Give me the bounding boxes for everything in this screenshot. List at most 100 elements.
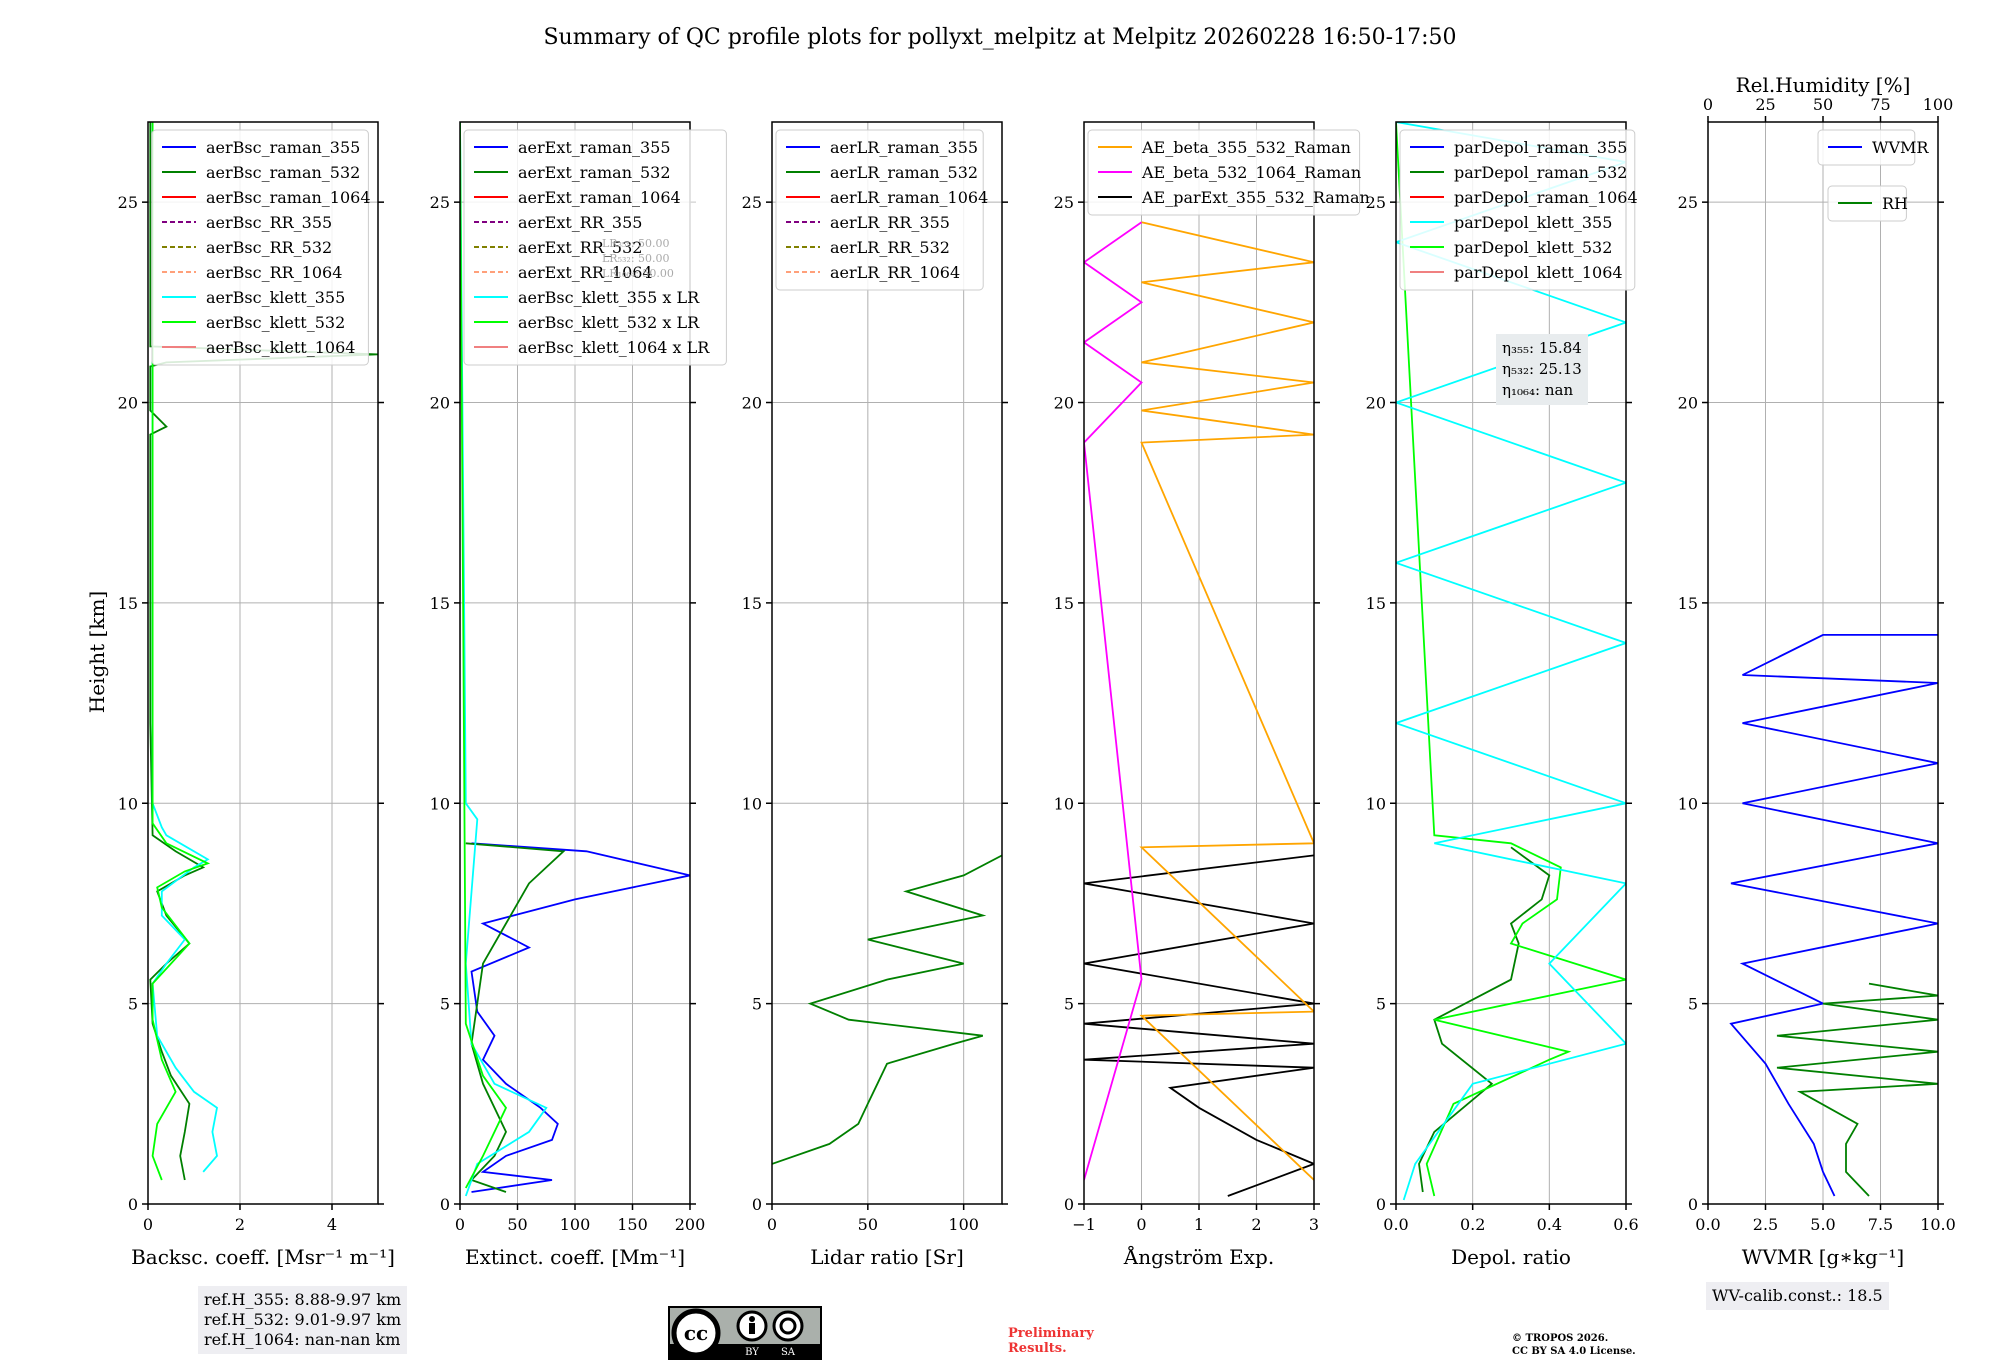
x-tick-label: 0.0 bbox=[1695, 1215, 1720, 1234]
legend-entry: parDepol_klett_532 bbox=[1454, 238, 1612, 257]
preliminary-results-note: Preliminary Results. bbox=[1008, 1326, 1094, 1356]
y-tick-label: 5 bbox=[1688, 995, 1698, 1014]
legend-entry: parDepol_klett_355 bbox=[1454, 213, 1612, 232]
legend-box bbox=[1399, 129, 1636, 291]
x-tick-label: 0.0 bbox=[1383, 1215, 1408, 1234]
x-tick-label: 150 bbox=[617, 1215, 648, 1234]
prelim-line-2: Results. bbox=[1008, 1341, 1067, 1356]
x-axis-label: Backsc. coeff. [Msr⁻¹ m⁻¹] bbox=[131, 1245, 395, 1269]
figure-title: Summary of QC profile plots for pollyxt_… bbox=[543, 25, 1456, 50]
x-tick-label: 0.4 bbox=[1537, 1215, 1562, 1234]
legend-entry: AE_beta_532_1064_Raman bbox=[1141, 163, 1361, 182]
sa-icon bbox=[772, 1310, 804, 1342]
sa-label: SA bbox=[781, 1347, 796, 1358]
series-aerbsc-klett-532-x-lr bbox=[460, 122, 508, 1189]
panel-3: 0 50 100 0 5 10 15 20 25 Lidar ratio [Sr] aerLR_ra… bbox=[742, 121, 1008, 1269]
cc-badge-graphic: cc BY SA bbox=[670, 1308, 820, 1358]
x-tick-label: 2.5 bbox=[1753, 1215, 1778, 1234]
series-aerbsc-klett-355 bbox=[151, 122, 218, 1173]
axes-frame bbox=[1395, 121, 1627, 1205]
y-tick-label: 0 bbox=[752, 1195, 762, 1214]
legend-entry: aerLR_raman_532 bbox=[830, 163, 978, 182]
panel-1: 0 2 4 0 5 10 15 20 25 Backsc. coeff. [Msr⁻¹ m⁻¹] a… bbox=[118, 121, 395, 1269]
legend-entry: parDepol_raman_355 bbox=[1454, 138, 1627, 157]
legend-entry: aerExt_raman_355 bbox=[518, 138, 671, 157]
y-tick-label: 20 bbox=[1054, 394, 1074, 413]
legend-entry: aerBsc_klett_532 x LR bbox=[518, 313, 700, 332]
y-tick-label: 20 bbox=[118, 394, 138, 413]
x-tick-label: 1 bbox=[1194, 1215, 1204, 1234]
prelim-line-1: Preliminary bbox=[1008, 1326, 1094, 1341]
x-tick-label: 0.2 bbox=[1460, 1215, 1485, 1234]
top-tick-label: 25 bbox=[1755, 95, 1775, 114]
x-tick-label: 100 bbox=[560, 1215, 591, 1234]
axes-frame bbox=[459, 121, 691, 1205]
copyright-note: © TROPOS 2026. CC BY SA 4.0 License. bbox=[1512, 1332, 1636, 1358]
legend-entry: aerBsc_RR_532 bbox=[206, 238, 332, 257]
y-tick-label: 0 bbox=[128, 1195, 138, 1214]
y-tick-label: 15 bbox=[1054, 594, 1074, 613]
series-aerbsc-klett-355-x-lr bbox=[460, 122, 548, 1197]
y-tick-label: 10 bbox=[430, 794, 450, 813]
top-tick-label: 100 bbox=[1923, 95, 1954, 114]
x-tick-label: 50 bbox=[507, 1215, 527, 1234]
legend-entry: aerExt_raman_532 bbox=[518, 163, 671, 182]
legend-entry: aerBsc_raman_355 bbox=[206, 138, 360, 157]
y-tick-label: 25 bbox=[1678, 193, 1698, 212]
legend-entry: parDepol_klett_1064 bbox=[1454, 263, 1623, 282]
legend-entry: aerBsc_klett_355 bbox=[206, 288, 345, 307]
series-group bbox=[460, 122, 690, 1197]
axes-frame bbox=[771, 121, 1003, 1205]
legend-entry: AE_parExt_355_532_Raman bbox=[1141, 188, 1370, 207]
y-tick-label: 15 bbox=[1366, 594, 1386, 613]
panel-6: 0.0 2.5 5.0 7.5 10.0 0 5 10 15 20 25 WVMR [g∗kg⁻¹] R… bbox=[1678, 73, 1956, 1269]
legend-box bbox=[463, 129, 727, 366]
panel-2: 0 50 100 150 200 0 5 10 15 20 25 Extinct. coeff. [M… bbox=[430, 121, 727, 1269]
y-tick-label: 15 bbox=[118, 594, 138, 613]
x-tick-label: 10.0 bbox=[1920, 1215, 1956, 1234]
legend-entry: aerBsc_RR_1064 bbox=[206, 263, 342, 282]
legend-entry: aerLR_RR_1064 bbox=[830, 263, 960, 282]
y-tick-label: 5 bbox=[128, 995, 138, 1014]
panel-5: 0.0 0.2 0.4 0.6 0 5 10 15 20 25 Depol. ratio parDep… bbox=[1366, 121, 1639, 1269]
x-tick-label: 0.6 bbox=[1613, 1215, 1638, 1234]
y-tick-label: 10 bbox=[1366, 794, 1386, 813]
legend-entry: WVMR bbox=[1872, 138, 1929, 157]
x-tick-label: 100 bbox=[948, 1215, 979, 1234]
lr-532: LR₅₃₂: 50.00 bbox=[602, 252, 670, 265]
legend-entry: aerExt_RR_1064 bbox=[518, 263, 653, 282]
by-label: BY bbox=[745, 1347, 759, 1358]
x-tick-label: 2 bbox=[1251, 1215, 1261, 1234]
x-axis-label: Depol. ratio bbox=[1451, 1245, 1571, 1269]
series-pardepol-klett-532 bbox=[1396, 122, 1626, 1197]
legend-entry: RH bbox=[1882, 194, 1908, 213]
top-tick-label: 0 bbox=[1703, 95, 1713, 114]
x-tick-label: 4 bbox=[327, 1215, 337, 1234]
legend-entry: aerBsc_klett_532 bbox=[206, 313, 345, 332]
x-tick-label: 50 bbox=[858, 1215, 878, 1234]
series-ae-beta-355-532-raman bbox=[1139, 221, 1314, 1181]
y-tick-label: 10 bbox=[742, 794, 762, 813]
legend-entry: aerLR_raman_1064 bbox=[830, 188, 988, 207]
y-tick-label: 0 bbox=[1064, 1195, 1074, 1214]
axes-frame bbox=[147, 121, 379, 1205]
lr-355: LR₃₅₅: 50.00 bbox=[602, 237, 670, 250]
legend-entry: aerLR_RR_532 bbox=[830, 238, 950, 257]
x-tick-label: 200 bbox=[675, 1215, 706, 1234]
y-tick-label: 10 bbox=[118, 794, 138, 813]
wv-calib-box: WV-calib.const.: 18.5 bbox=[1706, 1282, 1889, 1310]
sa-icon-arrow bbox=[779, 1317, 797, 1335]
legend-entry: aerBsc_klett_355 x LR bbox=[518, 288, 700, 307]
y-tick-label: 0 bbox=[1688, 1195, 1698, 1214]
lidar-ratio-box: LR₃₅₅: 50.00 LR₅₃₂: 50.00 LR₁₀₆₄: 50.00 bbox=[596, 232, 680, 285]
y-tick-label: 10 bbox=[1678, 794, 1698, 813]
legend-entry: aerExt_RR_532 bbox=[518, 238, 642, 257]
y-tick-label: 25 bbox=[118, 193, 138, 212]
y-tick-label: 20 bbox=[742, 394, 762, 413]
wv-calib-text: WV-calib.const.: 18.5 bbox=[1712, 1286, 1883, 1305]
by-icon-body bbox=[749, 1323, 755, 1334]
series-wvmr bbox=[1729, 634, 1938, 1197]
series-group bbox=[772, 854, 1002, 1165]
